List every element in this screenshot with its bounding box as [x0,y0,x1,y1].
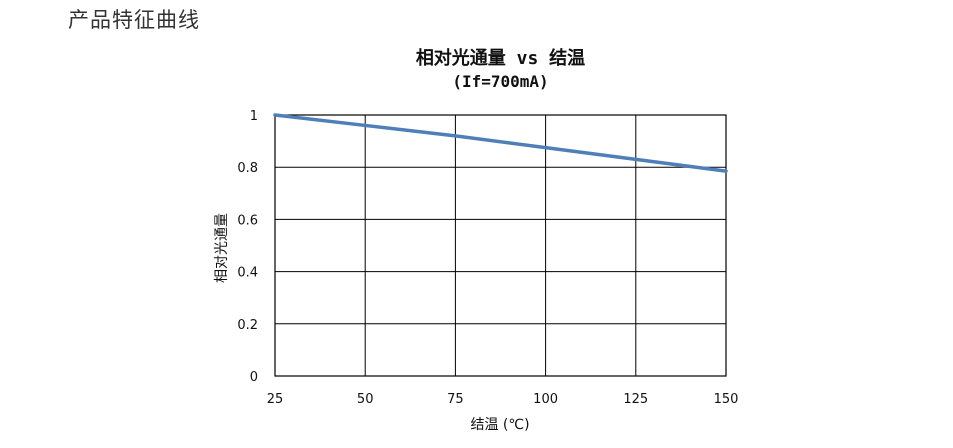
series-line [273,113,728,173]
y-tick-label: 0.8 [237,161,258,176]
y-tick-label: 0.2 [237,318,258,333]
x-tick-label: 150 [714,392,739,407]
x-tick-label: 125 [623,392,648,407]
plot-border [274,114,727,377]
grid [274,114,727,377]
y-tick-label: 0.4 [237,266,258,281]
y-axis-label: 相对光通量 [214,213,230,283]
chart-subtitle: (If=700mA) [452,72,549,91]
chart-title: 相对光通量 vs 结温 [415,48,586,69]
section-heading: 产品特征曲线 [68,8,200,32]
x-tick-label: 25 [267,392,284,407]
plot-frame [274,114,727,377]
x-axis-ticks: 25 50 75 100 125 150 [267,392,739,407]
y-tick-label: 0.6 [237,213,258,228]
series-layer [273,113,728,173]
x-tick-label: 100 [533,392,558,407]
y-tick-label: 1 [250,109,258,124]
x-tick-label: 50 [357,392,374,407]
x-axis-label: 结温 (℃) [470,417,530,433]
x-tick-label: 75 [447,392,464,407]
y-tick-label: 0 [250,370,258,385]
y-axis-ticks: 0 0.2 0.4 0.6 0.8 1 [237,109,258,385]
